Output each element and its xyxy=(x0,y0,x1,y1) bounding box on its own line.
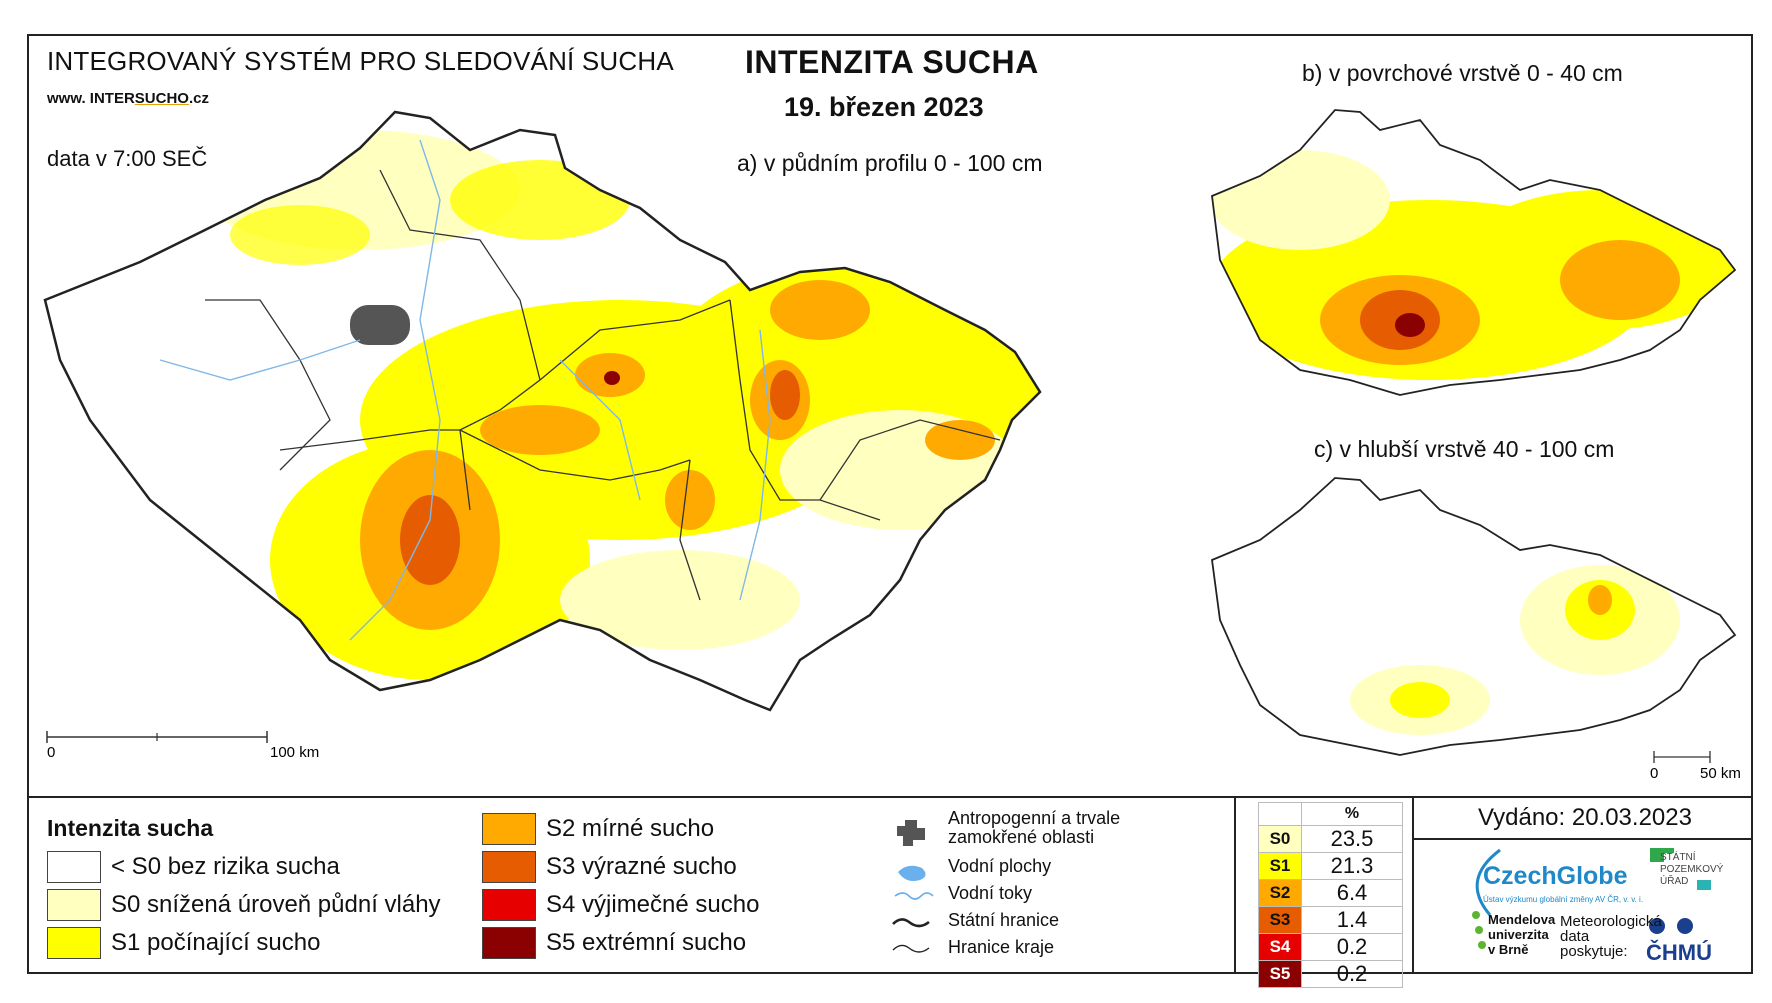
symbol-anthropogenic: Antropogenní a trvale zamokřené oblasti xyxy=(948,808,1121,847)
legend-swatch xyxy=(482,813,536,845)
legend-item-s4: S4 výjimečné sucho xyxy=(482,888,759,922)
legend-swatch xyxy=(482,927,536,959)
region-border-icon xyxy=(892,944,930,953)
data-time-label: data v 7:00 SEČ xyxy=(47,146,208,171)
legend-swatch xyxy=(47,851,101,883)
legend-item-s5: S5 extrémní sucho xyxy=(482,926,746,960)
map-a: 0 100 km xyxy=(43,110,1042,761)
legend-item-below-s0: < S0 bez rizika sucha xyxy=(47,850,340,884)
legend-title: Intenzita sucha xyxy=(47,815,214,841)
legend-swatch xyxy=(47,927,101,959)
map-frame xyxy=(27,34,1753,974)
anthropogenic-icon xyxy=(897,820,925,846)
legend-item-s3: S3 výrazné sucho xyxy=(482,850,737,884)
percent-row-s1: S1 21.3 xyxy=(1258,852,1403,880)
date-title: 19. březen 2023 xyxy=(784,92,984,122)
chmu-logo: ČHMÚ xyxy=(1646,940,1712,965)
percent-table: % S0 23.5 S1 21.3 S2 6.4 S3 1.4 S4 0.2 S5 0.2 xyxy=(1258,802,1403,988)
svg-text:0: 0 xyxy=(47,744,55,761)
divider xyxy=(1234,796,1236,974)
legend-item-s1: S1 počínající sucho xyxy=(47,926,320,960)
map-b-title: b) v povrchové vrstvě 0 - 40 cm xyxy=(1302,60,1623,86)
website-link[interactable]: www. INTERSUCHO.cz xyxy=(47,90,209,107)
mendelu-logo: Mendelova univerzita v Brně xyxy=(1488,912,1556,957)
svg-text:0: 0 xyxy=(1650,765,1658,782)
water-body-icon xyxy=(898,865,926,881)
issued-date: Vydáno: 20.03.2023 xyxy=(1478,804,1692,831)
map-b xyxy=(1211,109,1737,396)
symbol-water-streams: Vodní toky xyxy=(948,883,1033,903)
svg-text:50 km: 50 km xyxy=(1700,765,1741,782)
symbol-region-border: Hranice kraje xyxy=(948,937,1055,957)
met-data-label: Meteorologická data poskytuje: xyxy=(1560,913,1662,960)
symbol-state-border: Státní hranice xyxy=(948,910,1060,930)
percent-row-s2: S2 6.4 xyxy=(1258,879,1403,907)
spu-logo: STÁTNÍ POZEMKOVÝ ÚŘAD xyxy=(1660,852,1724,887)
svg-text:100 km: 100 km xyxy=(270,744,319,761)
state-border-icon xyxy=(892,918,930,928)
system-title: INTEGROVANÝ SYSTÉM PRO SLEDOVÁNÍ SUCHA xyxy=(47,46,674,76)
percent-row-s5: S5 0.2 xyxy=(1258,960,1403,988)
legend-swatch xyxy=(482,889,536,921)
map-a-title: a) v půdním profilu 0 - 100 cm xyxy=(737,150,1043,176)
divider xyxy=(1412,796,1414,974)
legend-item-s0: S0 snížená úroveň půdní vláhy xyxy=(47,888,441,922)
czechglobe-logo: CzechGlobe xyxy=(1483,862,1628,890)
scale-bar-c: 0 50 km xyxy=(1650,751,1741,782)
divider xyxy=(1412,838,1753,840)
scale-bar-a: 0 100 km xyxy=(46,731,319,761)
legend-panel xyxy=(27,796,1753,974)
czechglobe-subtitle: Ústav výzkumu globální změny AV ČR, v. v… xyxy=(1483,895,1644,904)
legend-swatch xyxy=(482,851,536,883)
main-title: INTENZITA SUCHA xyxy=(745,44,1039,80)
legend-swatch xyxy=(47,889,101,921)
water-stream-icon xyxy=(894,892,934,900)
percent-row-s3: S3 1.4 xyxy=(1258,906,1403,934)
legend-item-s2: S2 mírné sucho xyxy=(482,812,714,846)
symbol-water-bodies: Vodní plochy xyxy=(948,856,1052,876)
map-c: 0 50 km xyxy=(1211,477,1741,782)
map-c-title: c) v hlubší vrstvě 40 - 100 cm xyxy=(1314,436,1615,462)
